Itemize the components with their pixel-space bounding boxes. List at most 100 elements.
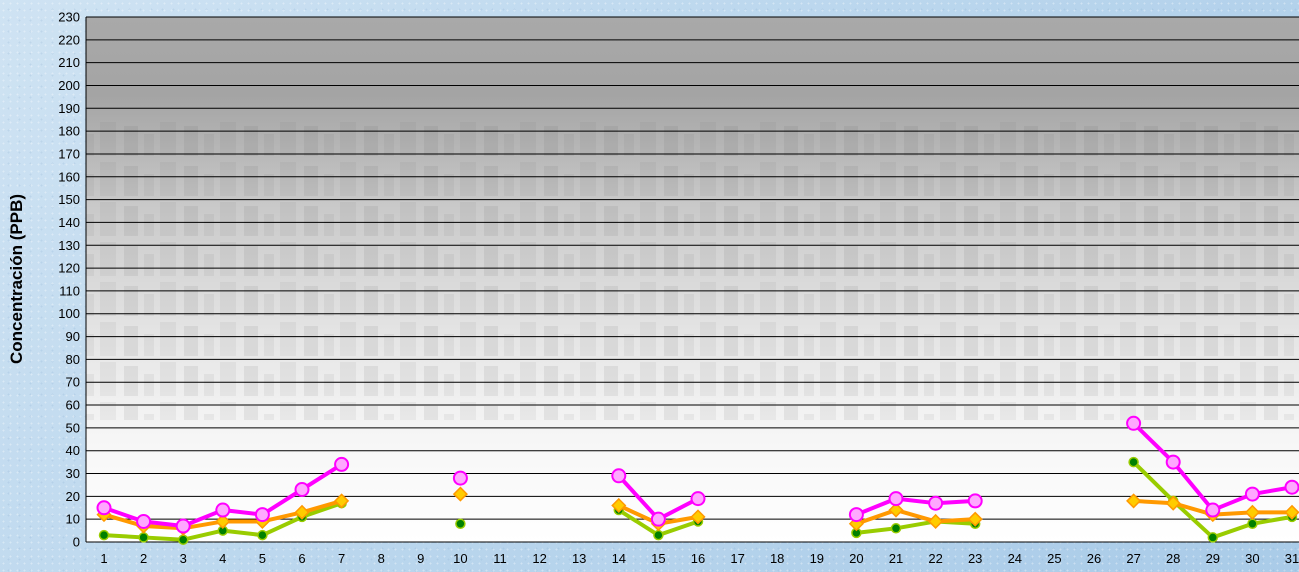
data-point xyxy=(888,502,904,518)
y-tick-label: 10 xyxy=(66,512,80,527)
data-point xyxy=(254,507,270,523)
data-point xyxy=(98,529,110,541)
y-tick-label: 70 xyxy=(66,375,80,390)
y-axis-title: Concentración (PPB) xyxy=(7,194,26,364)
x-tick-label: 22 xyxy=(928,551,942,566)
y-tick-label: 30 xyxy=(66,466,80,481)
x-tick-label: 28 xyxy=(1166,551,1180,566)
x-tick-label: 8 xyxy=(378,551,385,566)
data-point xyxy=(1128,456,1139,468)
data-point xyxy=(1205,502,1221,518)
y-tick-label: 120 xyxy=(58,261,80,276)
data-point xyxy=(294,482,310,497)
data-point xyxy=(452,486,468,502)
x-tick-label: 10 xyxy=(453,551,467,566)
data-point xyxy=(1165,454,1181,470)
x-tick-label: 20 xyxy=(849,551,863,566)
series-line xyxy=(856,519,976,535)
y-tick-label: 190 xyxy=(58,101,80,116)
plot-texture xyxy=(86,120,1299,420)
data-point xyxy=(1165,495,1181,511)
x-tick-label: 5 xyxy=(259,551,266,566)
data-point xyxy=(177,534,189,545)
x-tick-label: 30 xyxy=(1245,551,1259,566)
data-point xyxy=(215,513,231,530)
x-tick-label: 15 xyxy=(651,551,665,566)
data-point xyxy=(294,504,310,520)
data-point xyxy=(888,491,904,507)
y-tick-label: 20 xyxy=(66,489,80,504)
data-point xyxy=(611,468,627,484)
x-tick-label: 9 xyxy=(417,551,424,566)
data-point xyxy=(967,511,983,527)
y-tick-label: 90 xyxy=(66,329,80,344)
data-point xyxy=(1284,504,1299,520)
y-tick-label: 230 xyxy=(58,10,80,25)
x-axis-ticks: 1 2 3 4 5 6 7 8 9 10 11 12 13 14 15 16 17 18 19 20 21 22 23 24 2… xyxy=(100,551,1299,566)
x-tick-label: 24 xyxy=(1008,551,1022,566)
data-point xyxy=(928,513,944,530)
x-tick-label: 25 xyxy=(1047,551,1061,566)
y-tick-label: 130 xyxy=(58,238,80,253)
y-tick-label: 110 xyxy=(59,283,80,298)
series-line xyxy=(855,508,976,526)
data-point xyxy=(690,491,706,507)
x-tick-label: 7 xyxy=(338,551,345,566)
y-tick-label: 50 xyxy=(66,420,80,435)
y-tick-label: 210 xyxy=(58,55,80,70)
x-tick-label: 6 xyxy=(298,551,305,566)
x-tick-label: 1 xyxy=(100,551,107,566)
data-point xyxy=(334,493,350,509)
x-tick-label: 14 xyxy=(612,551,626,566)
x-tick-label: 26 xyxy=(1087,551,1101,566)
data-point xyxy=(257,529,268,541)
x-tick-label: 4 xyxy=(219,551,226,566)
data-point xyxy=(1126,415,1142,431)
data-point xyxy=(928,495,944,511)
data-point xyxy=(215,502,231,518)
x-tick-label: 3 xyxy=(180,551,187,566)
data-point xyxy=(334,456,350,472)
y-axis-ticks: 0 10 20 30 40 50 60 70 80 90 100 110 120 130 140 150 160… xyxy=(58,10,80,550)
data-point xyxy=(175,518,191,534)
data-point xyxy=(967,493,983,509)
x-tick-label: 11 xyxy=(493,551,507,566)
x-tick-label: 19 xyxy=(810,551,824,566)
data-point xyxy=(1244,486,1260,502)
data-point xyxy=(455,518,466,529)
y-tick-label: 0 xyxy=(73,535,80,550)
data-point xyxy=(1247,518,1258,529)
y-tick-label: 140 xyxy=(58,215,80,230)
x-tick-label: 13 xyxy=(572,551,586,566)
y-tick-label: 160 xyxy=(58,169,80,184)
data-point xyxy=(650,511,666,527)
x-tick-label: 23 xyxy=(968,551,982,566)
series-0 xyxy=(96,415,1299,534)
y-tick-label: 100 xyxy=(58,306,80,321)
y-tick-label: 200 xyxy=(58,78,80,93)
data-point xyxy=(690,509,706,525)
data-point xyxy=(136,513,152,529)
x-tick-label: 27 xyxy=(1126,551,1140,566)
data-point xyxy=(138,532,149,543)
x-tick-label: 29 xyxy=(1206,551,1220,566)
y-tick-label: 170 xyxy=(58,146,80,161)
data-series xyxy=(96,415,1299,545)
y-tick-label: 60 xyxy=(66,398,80,413)
y-tick-label: 80 xyxy=(66,352,80,367)
x-tick-label: 17 xyxy=(730,551,744,566)
data-point xyxy=(848,507,864,523)
data-point xyxy=(96,500,112,516)
data-point xyxy=(1244,504,1260,520)
x-tick-label: 12 xyxy=(532,551,546,566)
y-tick-label: 150 xyxy=(58,192,80,207)
series-line xyxy=(855,496,976,517)
data-point xyxy=(1207,532,1219,543)
x-tick-label: 16 xyxy=(691,551,705,566)
data-point xyxy=(452,470,468,486)
x-tick-label: 2 xyxy=(140,551,147,566)
x-tick-label: 31 xyxy=(1285,551,1299,566)
gridlines xyxy=(85,16,1299,543)
y-tick-label: 220 xyxy=(58,32,80,47)
